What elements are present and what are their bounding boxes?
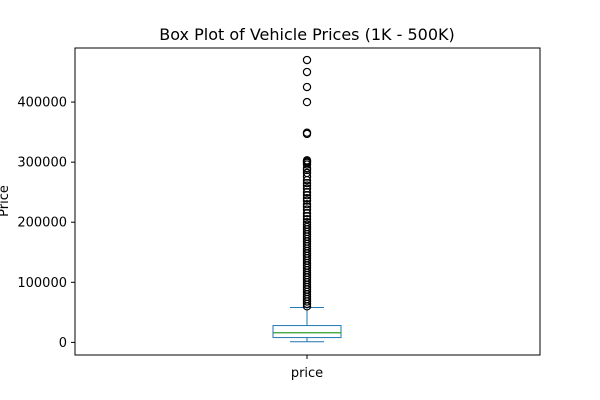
outlier-point: [302, 299, 312, 309]
outlier-point: [302, 215, 312, 224]
x-tick-label: price: [291, 366, 323, 381]
y-tick-label: 400000: [17, 96, 67, 111]
outlier-point: [302, 160, 312, 169]
y-tick-label: 100000: [17, 276, 67, 291]
outlier-point: [302, 297, 312, 306]
outlier-point: [302, 190, 312, 200]
outlier-point: [302, 129, 312, 139]
outlier-point: [302, 212, 312, 221]
outlier-point: [302, 196, 312, 205]
outlier-point: [302, 187, 312, 197]
outlier-point: [302, 302, 312, 311]
box-iqr: [272, 325, 342, 339]
outlier-point: [302, 175, 312, 185]
outlier-point: [302, 67, 312, 77]
outlier-point: [302, 193, 312, 203]
outlier-point: [302, 97, 312, 107]
y-axis-label: Price: [0, 185, 12, 217]
outlier-point: [302, 178, 312, 188]
outlier-point: [302, 82, 312, 92]
chart-title: Box Plot of Vehicle Prices (1K - 500K): [159, 25, 454, 44]
y-tick-label: 0: [59, 336, 67, 351]
outlier-point: [302, 209, 312, 218]
plot-area: 0 100000 200000 300000 400000 price: [17, 47, 541, 381]
outlier-point: [302, 200, 312, 209]
outlier-point: [302, 55, 312, 65]
y-tick-label: 200000: [17, 216, 67, 231]
y-tick-label: 300000: [17, 156, 67, 171]
